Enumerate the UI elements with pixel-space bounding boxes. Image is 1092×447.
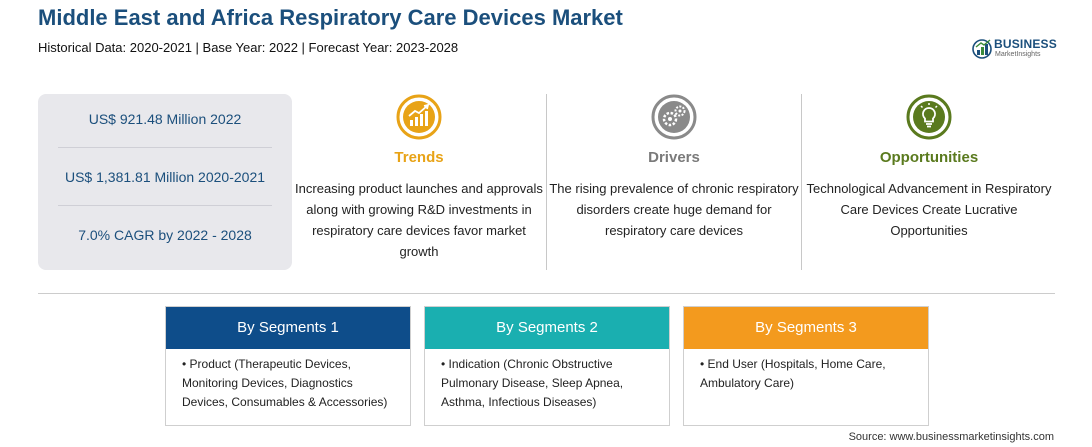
- section-divider: [38, 293, 1055, 294]
- logo-tagline: MarketInsights: [995, 51, 1041, 58]
- stats-panel: US$ 921.48 Million 2022 US$ 1,381.81 Mil…: [38, 94, 292, 270]
- column-divider: [801, 94, 802, 270]
- segment-2-title: By Segments 2: [425, 307, 669, 349]
- stat-market-size-2022: US$ 921.48 Million 2022: [88, 111, 242, 127]
- segment-1-text: • Product (Therapeutic Devices, Monitori…: [182, 357, 388, 409]
- opportunities-text: Technological Advancement in Respiratory…: [806, 181, 1052, 238]
- drivers-text: The rising prevalence of chronic respira…: [549, 181, 799, 238]
- stat-divider: [58, 205, 272, 206]
- source-credit: Source: www.businessmarketinsights.com: [848, 431, 1054, 443]
- opportunities-column: Opportunities Technological Advancement …: [804, 94, 1054, 270]
- page-title: Middle East and Africa Respiratory Care …: [38, 5, 623, 30]
- stat-market-size-historical: US$ 1,381.81 Million 2020-2021: [64, 169, 266, 185]
- opportunities-heading: Opportunities: [879, 149, 979, 166]
- gears-icon: [651, 94, 697, 140]
- logo: BUSINESS MarketInsights: [972, 35, 1062, 67]
- segment-card-2: By Segments 2 • Indication (Chronic Obst…: [424, 306, 670, 426]
- segment-1-title: By Segments 1: [166, 307, 410, 349]
- trends-text: Increasing product launches and approval…: [295, 181, 543, 259]
- lightbulb-icon: [906, 94, 952, 140]
- trends-heading: Trends: [394, 149, 444, 166]
- trend-chart-icon: [396, 94, 442, 140]
- segment-card-1: By Segments 1 • Product (Therapeutic Dev…: [165, 306, 411, 426]
- segment-card-3: By Segments 3 • End User (Hospitals, Hom…: [683, 306, 929, 426]
- logo-icon: [972, 39, 992, 59]
- segment-2-text: • Indication (Chronic Obstructive Pulmon…: [441, 357, 624, 409]
- logo-name: BUSINESS: [994, 37, 1057, 51]
- segment-3-text: • End User (Hospitals, Home Care, Ambula…: [700, 357, 886, 390]
- stat-cagr: 7.0% CAGR by 2022 - 2028: [78, 227, 252, 243]
- stat-divider: [58, 147, 272, 148]
- drivers-heading: Drivers: [648, 149, 700, 166]
- page-subtitle: Historical Data: 2020-2021 | Base Year: …: [38, 40, 459, 55]
- segment-3-title: By Segments 3: [684, 307, 928, 349]
- trends-column: Trends Increasing product launches and a…: [294, 94, 544, 270]
- drivers-column: Drivers The rising prevalence of chronic…: [549, 94, 799, 270]
- column-divider: [546, 94, 547, 270]
